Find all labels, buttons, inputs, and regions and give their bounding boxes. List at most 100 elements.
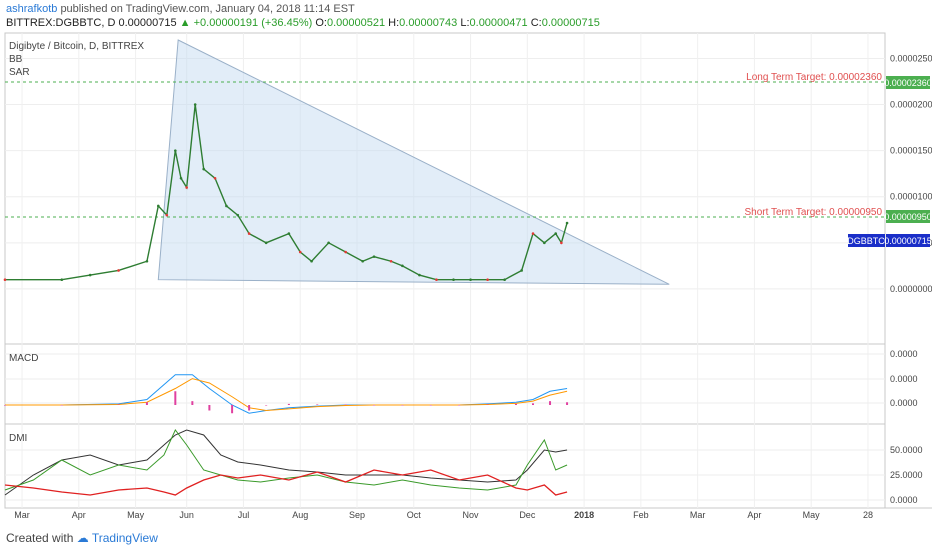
price-point <box>236 213 240 217</box>
macd-histogram-bar <box>208 405 211 411</box>
macd-histogram-bar <box>458 405 461 406</box>
price-point <box>418 273 421 277</box>
triangle-pattern <box>157 39 670 285</box>
publish-info: ashrafkotb published on TradingView.com,… <box>6 3 355 15</box>
footer: Created with ☁ TradingView <box>6 531 158 545</box>
close-value: 0.00000715 <box>541 17 600 29</box>
dmi-tick-label: 25.0000 <box>890 470 923 480</box>
price-point <box>193 103 197 106</box>
adx-line <box>4 429 568 496</box>
macd-histogram-bar <box>316 404 319 405</box>
time-tick-label: Nov <box>463 510 480 520</box>
macd-histogram-bar <box>401 405 404 406</box>
time-tick-label: Apr <box>747 510 761 520</box>
dmi-tick-label: 0.0000 <box>890 495 918 505</box>
time-tick-label: Mar <box>690 510 706 520</box>
high-label: H: <box>388 17 400 29</box>
ohlc-bar: BITTREX:DGBBTC, D 0.00000715 ▲ +0.000001… <box>6 17 600 29</box>
time-tick-label: 28 <box>863 510 873 520</box>
price-point <box>503 278 506 281</box>
minus-di-line <box>4 469 568 496</box>
open-value: 0.00000521 <box>326 17 386 29</box>
macd-histogram-bar <box>117 404 120 405</box>
macd-pane[interactable] <box>4 343 886 425</box>
price-point <box>174 149 177 152</box>
price-point <box>486 278 489 281</box>
macd-signal-line <box>5 378 568 412</box>
time-tick-label: Jul <box>238 510 250 520</box>
macd-histogram-bar <box>4 405 6 406</box>
price-point <box>554 232 558 235</box>
macd-label: MACD <box>9 353 38 364</box>
time-tick-label: Jun <box>179 510 194 520</box>
dmi-layer <box>4 429 568 496</box>
close-label: C: <box>530 17 542 29</box>
short-target-tag-text: 0.00000950 <box>884 212 932 222</box>
price-point <box>60 278 64 281</box>
tradingview-brand[interactable]: TradingView <box>91 531 158 545</box>
macd-line <box>5 374 568 414</box>
price-point <box>344 250 347 254</box>
price-point <box>310 259 313 263</box>
macd-histogram-bar <box>532 403 534 405</box>
macd-histogram-bar <box>486 404 489 405</box>
price-point <box>264 241 268 245</box>
macd-histogram-bar <box>566 402 569 405</box>
long-target-tag-text: 0.00002360 <box>884 78 932 88</box>
macd-tick-label: 0.0000 <box>890 398 918 408</box>
macd-histogram-bar <box>373 405 376 406</box>
price-point <box>117 269 120 272</box>
macd-layer <box>4 374 569 414</box>
price-tick-label: 0.00000000 <box>890 284 932 294</box>
macd-histogram-bar <box>514 403 517 405</box>
plus-di-line <box>4 429 568 491</box>
price-point <box>565 221 569 225</box>
price-point <box>3 278 7 281</box>
price-point <box>185 186 188 189</box>
high-value: 0.00000743 <box>399 17 458 29</box>
price-point <box>165 213 169 217</box>
open-label: O: <box>315 17 327 29</box>
price-point <box>179 176 183 180</box>
price-point <box>401 264 404 268</box>
macd-histogram-bar <box>287 403 290 405</box>
price-point <box>469 278 472 281</box>
sar-label: SAR <box>9 67 30 78</box>
last-price: 0.00000715 <box>118 17 177 29</box>
macd-histogram-bar <box>60 405 63 406</box>
price-point <box>298 250 302 254</box>
price-point <box>202 167 206 171</box>
time-tick-label: Mar <box>14 510 30 520</box>
dmi-tick-label: 50.0000 <box>890 445 923 455</box>
symbol-label: BITTREX:DGBBTC, D <box>6 17 116 29</box>
grid-layer <box>5 33 885 508</box>
low-value: 0.00000471 <box>469 17 528 29</box>
last-price-tag <box>886 234 930 247</box>
time-tick-label: Feb <box>633 510 649 520</box>
price-point <box>213 176 217 180</box>
created-with-label: Created with <box>6 531 74 545</box>
author-link[interactable]: ashrafkotb <box>6 3 58 15</box>
time-tick-label: Apr <box>72 510 86 520</box>
macd-histogram-bar <box>248 405 251 411</box>
price-point <box>543 241 546 245</box>
price-point <box>287 232 291 235</box>
tradingview-logo-icon[interactable]: ☁ <box>76 531 89 545</box>
macd-histogram-bar <box>174 391 177 405</box>
short-target-price-tag <box>886 210 930 223</box>
price-layer <box>3 103 569 281</box>
macd-histogram-bar <box>231 405 234 414</box>
price-point <box>145 259 149 263</box>
triangle-layer <box>157 39 670 285</box>
bb-label: BB <box>9 54 23 65</box>
price-point <box>88 273 92 277</box>
change-value: +0.00000191 (+36.45%) <box>193 17 313 29</box>
symbol-price-tag <box>848 234 885 247</box>
time-tick-label: Sep <box>349 510 365 520</box>
symbol-tag-text: DGBBTC <box>847 236 885 246</box>
dmi-pane[interactable] <box>4 423 886 509</box>
macd-histogram-bar <box>191 401 194 405</box>
